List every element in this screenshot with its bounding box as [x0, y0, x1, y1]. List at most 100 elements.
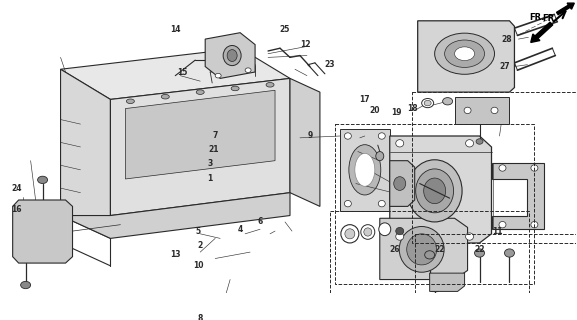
- Polygon shape: [290, 78, 320, 206]
- Text: FR.: FR.: [529, 13, 544, 22]
- Text: 13: 13: [170, 250, 181, 259]
- Bar: [415, 234, 577, 320]
- Polygon shape: [13, 200, 73, 263]
- Ellipse shape: [349, 145, 381, 195]
- Ellipse shape: [379, 200, 385, 207]
- Ellipse shape: [499, 221, 506, 228]
- Ellipse shape: [424, 178, 445, 204]
- Ellipse shape: [499, 165, 506, 171]
- FancyArrow shape: [557, 3, 574, 15]
- Ellipse shape: [464, 107, 471, 114]
- Ellipse shape: [425, 251, 434, 259]
- Ellipse shape: [434, 33, 494, 74]
- Ellipse shape: [476, 139, 483, 144]
- Ellipse shape: [196, 90, 204, 94]
- Ellipse shape: [445, 40, 485, 68]
- Polygon shape: [455, 97, 509, 124]
- Ellipse shape: [415, 169, 454, 213]
- FancyArrow shape: [531, 22, 553, 43]
- Ellipse shape: [379, 223, 391, 236]
- Polygon shape: [125, 90, 275, 179]
- Ellipse shape: [215, 73, 221, 78]
- Ellipse shape: [455, 47, 474, 60]
- Ellipse shape: [126, 99, 134, 104]
- Text: 11: 11: [492, 227, 503, 236]
- Ellipse shape: [344, 200, 351, 207]
- Text: 15: 15: [177, 68, 188, 76]
- Text: 4: 4: [238, 225, 243, 234]
- Text: 6: 6: [257, 217, 263, 227]
- Ellipse shape: [38, 176, 47, 184]
- Ellipse shape: [376, 152, 384, 161]
- Polygon shape: [380, 218, 467, 280]
- Text: 14: 14: [170, 26, 181, 35]
- Ellipse shape: [344, 133, 351, 139]
- Ellipse shape: [231, 86, 239, 91]
- Ellipse shape: [407, 160, 462, 222]
- Ellipse shape: [364, 228, 372, 236]
- Ellipse shape: [21, 281, 31, 289]
- Text: 22: 22: [474, 245, 485, 254]
- Ellipse shape: [396, 140, 404, 147]
- Ellipse shape: [422, 99, 434, 108]
- Ellipse shape: [245, 68, 251, 72]
- Ellipse shape: [531, 165, 538, 171]
- Ellipse shape: [355, 153, 375, 186]
- Ellipse shape: [466, 140, 474, 147]
- Polygon shape: [61, 69, 110, 238]
- Text: 7: 7: [212, 132, 218, 140]
- Ellipse shape: [379, 133, 385, 139]
- Ellipse shape: [341, 225, 359, 243]
- Text: 20: 20: [369, 106, 380, 115]
- Ellipse shape: [407, 234, 437, 265]
- Polygon shape: [110, 78, 290, 216]
- Text: 2: 2: [197, 241, 203, 250]
- Text: 5: 5: [196, 227, 201, 236]
- Bar: [335, 124, 534, 284]
- Ellipse shape: [491, 107, 498, 114]
- Ellipse shape: [504, 249, 515, 257]
- Text: 21: 21: [208, 145, 219, 154]
- Ellipse shape: [424, 100, 431, 106]
- Text: 19: 19: [391, 108, 402, 117]
- Polygon shape: [389, 136, 492, 243]
- Text: 22: 22: [434, 245, 445, 254]
- Text: 26: 26: [389, 245, 400, 254]
- Polygon shape: [61, 48, 290, 100]
- Polygon shape: [340, 129, 389, 211]
- Polygon shape: [205, 33, 255, 78]
- Ellipse shape: [223, 45, 241, 66]
- Bar: [412, 92, 577, 243]
- Ellipse shape: [399, 227, 444, 272]
- Ellipse shape: [396, 228, 404, 235]
- Polygon shape: [418, 21, 515, 92]
- Ellipse shape: [227, 50, 237, 61]
- Text: 23: 23: [325, 60, 335, 69]
- Ellipse shape: [345, 229, 355, 239]
- Ellipse shape: [162, 94, 169, 99]
- Ellipse shape: [396, 233, 404, 240]
- Polygon shape: [61, 193, 290, 238]
- Text: 28: 28: [501, 35, 512, 44]
- Text: 18: 18: [407, 104, 418, 113]
- Ellipse shape: [361, 225, 375, 239]
- Text: 10: 10: [193, 261, 204, 270]
- Bar: [330, 211, 530, 320]
- Text: 24: 24: [12, 184, 22, 193]
- Ellipse shape: [531, 221, 538, 228]
- Text: FR.: FR.: [542, 14, 558, 23]
- Text: 17: 17: [359, 95, 370, 104]
- Polygon shape: [389, 161, 415, 206]
- Polygon shape: [492, 164, 544, 229]
- Text: 3: 3: [208, 159, 213, 168]
- Ellipse shape: [474, 249, 485, 257]
- Text: 27: 27: [499, 62, 510, 71]
- Ellipse shape: [443, 98, 452, 105]
- Text: 9: 9: [308, 132, 313, 140]
- Ellipse shape: [394, 177, 406, 190]
- Polygon shape: [430, 273, 464, 292]
- Ellipse shape: [266, 83, 274, 87]
- Text: 25: 25: [280, 26, 290, 35]
- Ellipse shape: [466, 233, 474, 240]
- Text: 16: 16: [12, 204, 22, 214]
